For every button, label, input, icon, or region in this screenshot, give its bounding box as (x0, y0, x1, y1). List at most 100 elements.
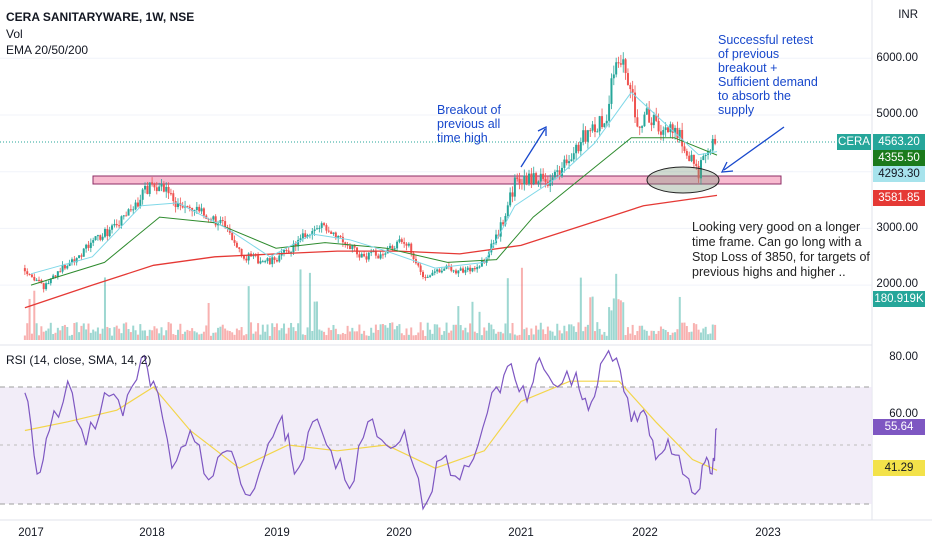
candle-body (219, 219, 222, 223)
candle-body (327, 230, 330, 232)
volume-bar (454, 324, 457, 340)
volume-bar (516, 335, 519, 340)
volume-bar (358, 324, 361, 340)
candle-body (657, 120, 660, 132)
candle-body (645, 108, 648, 115)
candle-body (365, 256, 368, 260)
candle-body (641, 126, 644, 128)
volume-bar (695, 324, 698, 340)
volume-bar (431, 333, 434, 340)
candle-body (384, 253, 387, 255)
volume-bar (47, 328, 50, 340)
volume-bar (577, 322, 580, 340)
candle-body (122, 215, 125, 217)
volume-bar (445, 322, 448, 340)
volume-bar (586, 324, 589, 340)
candle-body (125, 215, 128, 217)
volume-bar (676, 329, 679, 340)
candle-body (59, 271, 62, 273)
volume-bar (148, 329, 151, 340)
volume-bar (688, 332, 691, 340)
volume-bar (429, 329, 432, 340)
candle-body (424, 277, 427, 279)
candle-body (626, 73, 629, 85)
candle-body (52, 275, 55, 279)
volume-bar (520, 267, 523, 340)
candle-body (612, 74, 615, 79)
candle-body (186, 205, 189, 207)
volume-bar (151, 330, 154, 340)
candle-body (212, 216, 215, 220)
volume-bar (129, 332, 132, 340)
volume-bar (400, 333, 403, 340)
candle-body (242, 255, 245, 259)
candle-body (593, 124, 596, 132)
candle-body (659, 131, 662, 135)
candle-body (667, 127, 669, 133)
candle-body (348, 245, 351, 250)
candle-body (264, 261, 267, 263)
volume-bar (506, 278, 509, 340)
volume-bar (480, 335, 483, 340)
volume-bar (49, 322, 52, 340)
volume-bar (341, 332, 344, 340)
candle-body (148, 182, 151, 194)
candle-body (636, 117, 639, 127)
candle-body (473, 268, 476, 270)
candle-body (132, 209, 135, 211)
volume-bar (403, 335, 406, 340)
volume-bar (471, 301, 474, 340)
volume-bar (118, 328, 121, 340)
price-tick-3000: 3000.00 (876, 222, 918, 234)
candle-body (127, 209, 130, 216)
candle-body (191, 207, 194, 212)
volume-bar (697, 329, 700, 340)
volume-bar (685, 326, 688, 340)
candle-body (144, 185, 147, 190)
volume-bar (299, 269, 302, 340)
price-tick-5000: 5000.00 (876, 108, 918, 120)
volume-bar (483, 327, 486, 340)
retest-arrow (720, 126, 785, 173)
volume-bar (391, 322, 394, 340)
volume-bar (683, 322, 686, 340)
candle-body (377, 255, 380, 259)
volume-bar (363, 330, 366, 340)
ema-legend[interactable]: EMA 20/50/200 (6, 43, 89, 57)
candle-body (337, 235, 340, 239)
volume-bar (103, 277, 106, 340)
volume-bar (54, 332, 57, 340)
volume-bar (702, 328, 705, 340)
volume-bar (582, 331, 585, 340)
candle-body (78, 255, 81, 258)
volume-bar (70, 334, 73, 340)
volume-bar (711, 324, 714, 340)
candle-body (99, 235, 102, 240)
volume-bar (89, 332, 92, 340)
candle-body (426, 276, 429, 278)
candle-body (502, 222, 505, 225)
volume-bar (370, 327, 373, 340)
volume-bar (707, 334, 710, 340)
rsi-legend[interactable]: RSI (14, close, SMA, 14, 2) (6, 353, 152, 367)
candle-body (697, 166, 700, 179)
volume-bar (532, 334, 535, 340)
candle-body (709, 150, 712, 152)
volume-bar (115, 325, 118, 340)
volume-bar (78, 332, 81, 340)
rsi-tick-60: 60.00 (889, 408, 918, 420)
candle-body (73, 259, 76, 263)
candle-body (292, 243, 295, 253)
volume-bar (381, 324, 384, 340)
candle-body (537, 181, 540, 184)
volume-legend[interactable]: Vol (6, 27, 23, 41)
volume-bar (108, 328, 111, 340)
volume-bar (417, 332, 420, 340)
candle-body (313, 229, 316, 232)
volume-bar (610, 310, 613, 340)
volume-bar (68, 335, 71, 340)
volume-bar (245, 334, 248, 340)
volume-bar (478, 311, 481, 340)
volume-bar (209, 335, 212, 340)
